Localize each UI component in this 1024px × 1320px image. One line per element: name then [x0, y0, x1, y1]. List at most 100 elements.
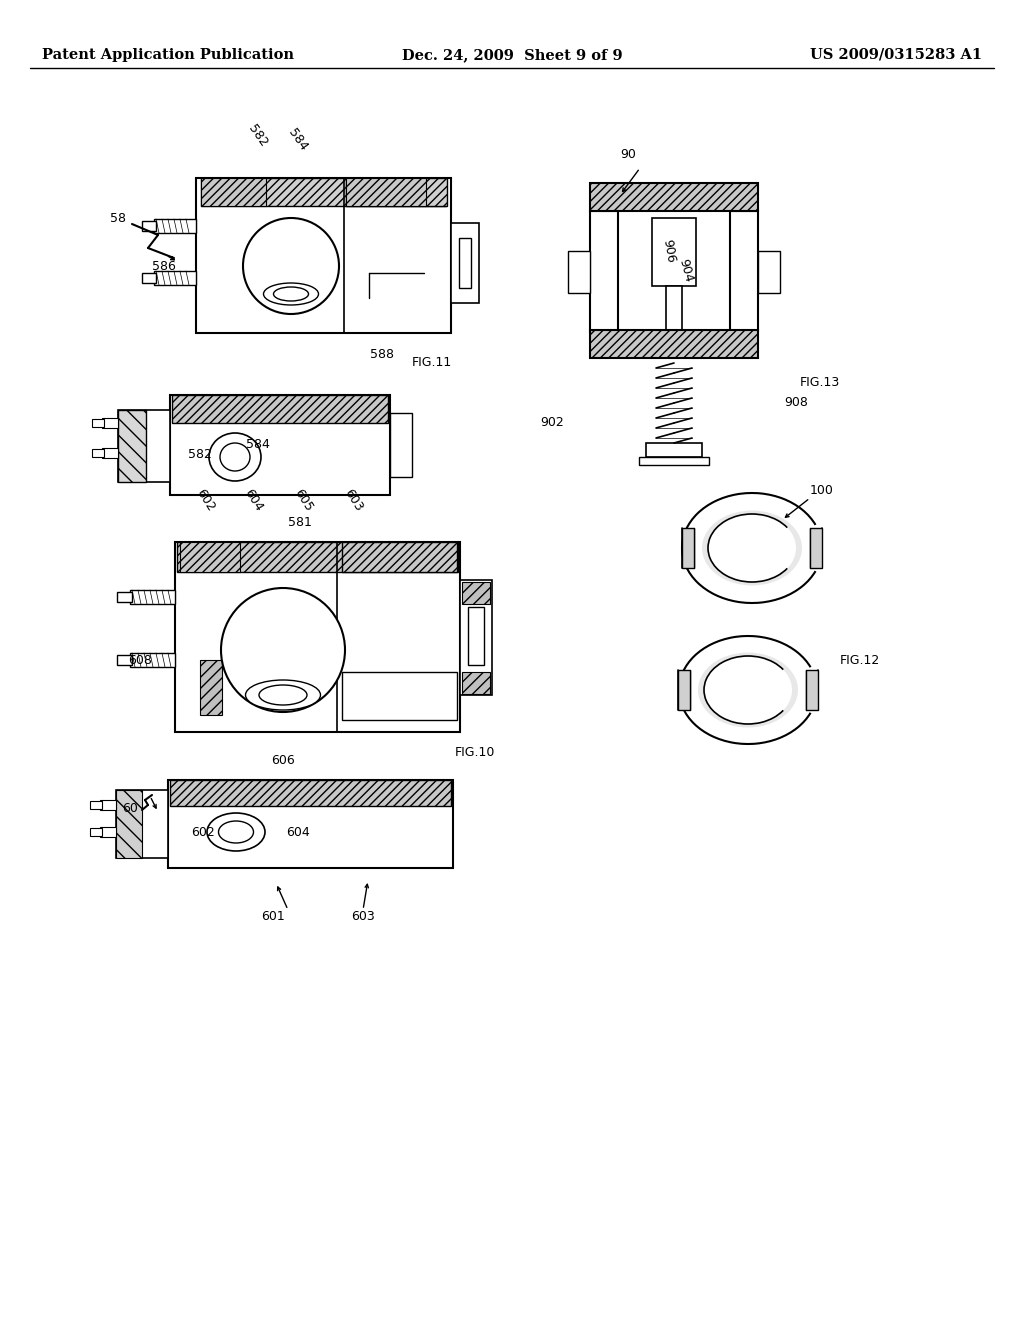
Text: Dec. 24, 2009  Sheet 9 of 9: Dec. 24, 2009 Sheet 9 of 9	[401, 48, 623, 62]
Bar	[142, 220, 156, 231]
Text: Patent Application Publication: Patent Application Publication	[42, 48, 294, 62]
Bar	[90, 828, 102, 836]
Bar	[682, 528, 694, 568]
Bar	[100, 828, 116, 837]
Text: FIG.13: FIG.13	[800, 375, 841, 388]
Text: 906: 906	[660, 238, 678, 264]
Bar	[168, 780, 453, 869]
Bar	[90, 801, 102, 809]
Bar	[346, 178, 426, 206]
Bar	[758, 251, 780, 293]
Bar	[462, 582, 490, 605]
Bar	[130, 653, 175, 667]
Ellipse shape	[708, 513, 796, 582]
Text: 603: 603	[341, 487, 365, 513]
Bar	[170, 780, 451, 807]
Text: US 2009/0315283 A1: US 2009/0315283 A1	[810, 48, 982, 62]
Text: 60: 60	[122, 801, 138, 814]
Text: 904: 904	[677, 257, 695, 284]
Bar	[118, 411, 170, 482]
Text: 602: 602	[194, 487, 217, 513]
Bar	[342, 672, 457, 719]
Text: 902: 902	[540, 417, 564, 429]
Text: 582: 582	[188, 449, 212, 462]
Bar	[666, 286, 682, 331]
Bar	[462, 672, 490, 694]
Text: FIG.12: FIG.12	[840, 653, 881, 667]
Bar	[100, 800, 116, 810]
Bar	[652, 218, 696, 286]
Bar	[117, 655, 132, 665]
Text: 586: 586	[152, 260, 176, 272]
Bar	[568, 251, 590, 293]
Text: 58: 58	[110, 211, 126, 224]
Ellipse shape	[702, 511, 802, 586]
Bar	[201, 178, 266, 206]
Bar	[590, 211, 618, 331]
Bar	[459, 238, 471, 288]
Text: 605: 605	[291, 487, 314, 513]
Ellipse shape	[246, 680, 321, 710]
Text: 601: 601	[261, 909, 285, 923]
Ellipse shape	[220, 444, 250, 471]
Bar	[117, 591, 132, 602]
Circle shape	[221, 587, 345, 711]
Bar	[590, 330, 758, 358]
Circle shape	[243, 218, 339, 314]
Bar	[196, 178, 451, 333]
Ellipse shape	[263, 282, 318, 305]
Text: 604: 604	[286, 825, 310, 838]
Text: 90: 90	[621, 149, 636, 161]
Text: FIG.10: FIG.10	[455, 746, 496, 759]
Bar	[175, 543, 460, 733]
Bar	[468, 607, 484, 665]
Bar	[342, 543, 457, 572]
Text: 588: 588	[370, 348, 394, 362]
Text: 603: 603	[351, 909, 375, 923]
Ellipse shape	[207, 813, 265, 851]
Text: 602: 602	[191, 825, 215, 838]
Ellipse shape	[209, 433, 261, 480]
Ellipse shape	[218, 821, 254, 843]
Bar	[451, 223, 479, 304]
Bar	[92, 449, 104, 457]
Bar	[116, 789, 142, 858]
Text: 581: 581	[288, 516, 312, 529]
Bar	[730, 211, 758, 331]
Text: 908: 908	[784, 396, 808, 409]
Bar	[118, 411, 146, 482]
Ellipse shape	[259, 685, 307, 705]
Bar	[346, 178, 447, 206]
Bar	[154, 271, 196, 285]
Bar	[116, 789, 168, 858]
Bar	[590, 330, 758, 358]
Bar	[646, 444, 702, 457]
Bar	[170, 395, 390, 495]
Bar	[590, 183, 758, 211]
Text: 584: 584	[246, 438, 270, 451]
Bar	[92, 418, 104, 426]
Bar	[201, 178, 446, 206]
Text: FIG.11: FIG.11	[412, 356, 453, 370]
Bar	[806, 671, 818, 710]
Bar	[102, 418, 118, 428]
Text: 608: 608	[128, 653, 152, 667]
Bar	[200, 660, 222, 715]
Bar	[130, 590, 175, 605]
Ellipse shape	[273, 286, 308, 301]
Bar	[177, 543, 458, 572]
Bar	[154, 219, 196, 234]
Text: 584: 584	[286, 127, 310, 153]
Bar	[639, 457, 709, 465]
Bar	[102, 447, 118, 458]
Bar	[180, 543, 240, 572]
Bar	[390, 413, 412, 477]
Bar	[172, 395, 388, 422]
Text: 582: 582	[246, 123, 270, 149]
Bar	[142, 273, 156, 282]
Bar	[460, 579, 492, 696]
Ellipse shape	[705, 656, 792, 723]
Bar	[590, 183, 758, 211]
Text: 100: 100	[810, 483, 834, 496]
Bar	[810, 528, 822, 568]
